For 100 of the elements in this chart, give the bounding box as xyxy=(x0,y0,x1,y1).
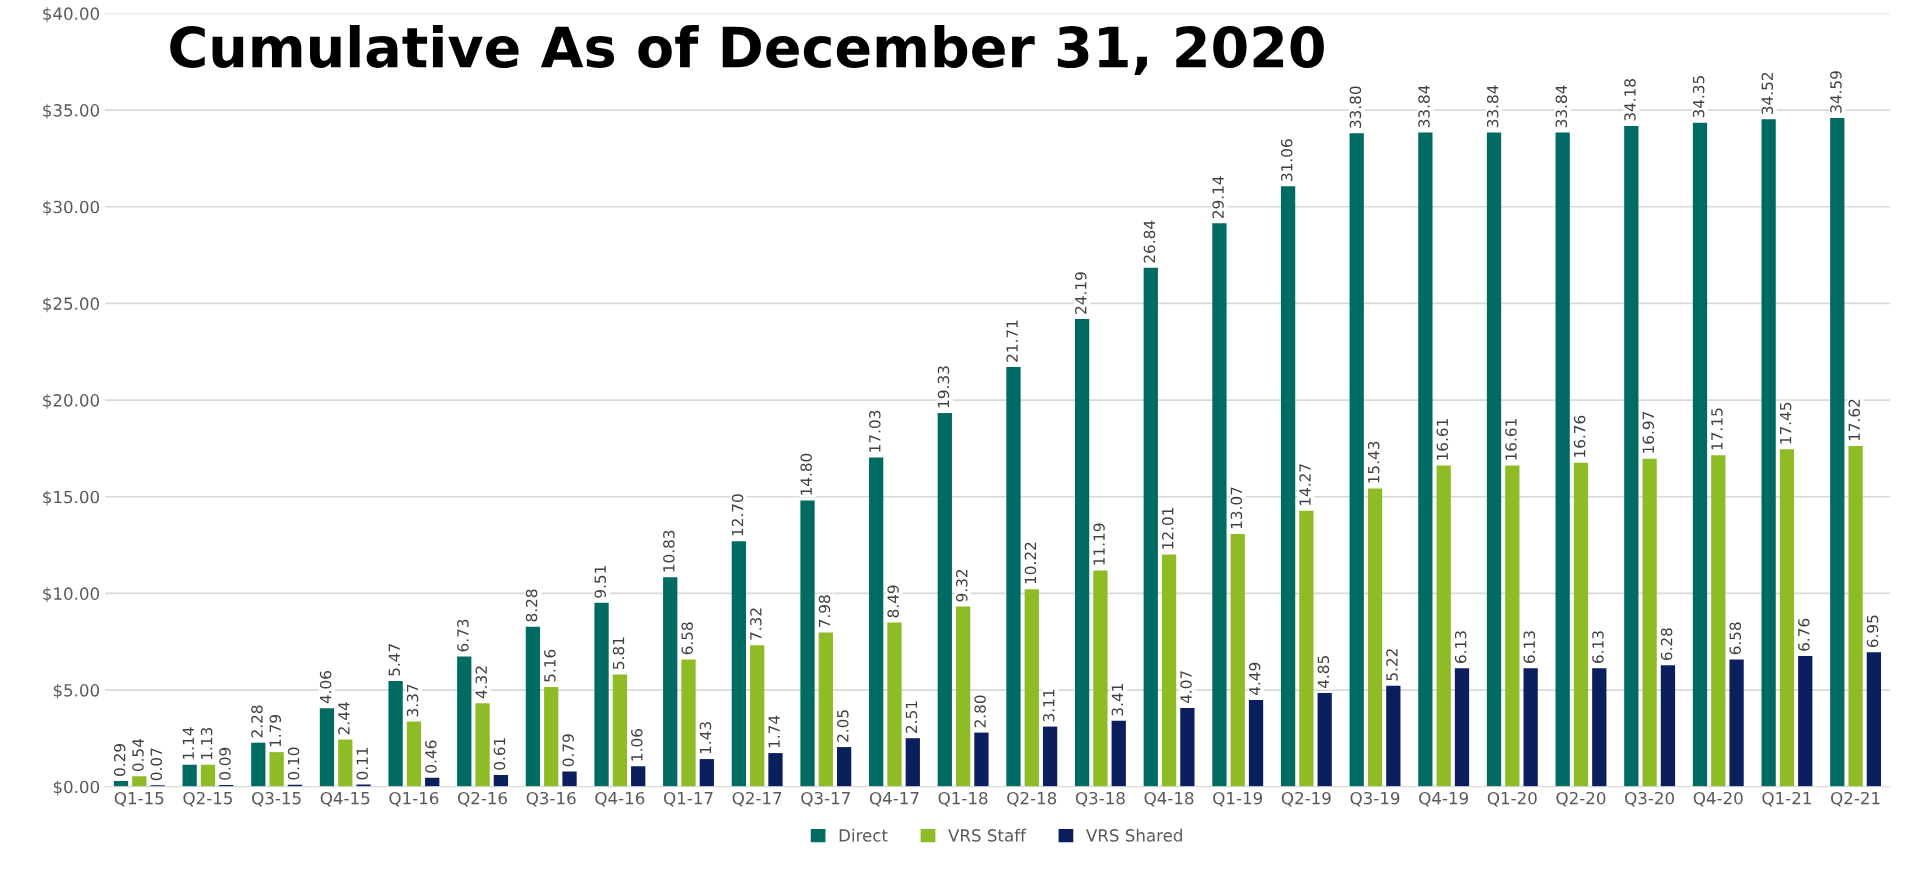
y-tick-label: $15.00 xyxy=(43,490,100,506)
x-tick-label: Q4-15 xyxy=(320,791,370,807)
data-label: 1.74 xyxy=(768,715,780,748)
x-tick-label: Q3-18 xyxy=(1075,791,1125,807)
data-label: 14.80 xyxy=(800,453,812,495)
x-tick-label: Q1-15 xyxy=(114,791,164,807)
data-label: 17.45 xyxy=(1780,402,1792,444)
x-tick-label: Q2-19 xyxy=(1281,791,1331,807)
x-tick-label: Q3-17 xyxy=(801,791,850,807)
x-tick-label: Q2-21 xyxy=(1831,791,1880,807)
x-tick-label: Q2-16 xyxy=(458,791,507,807)
x-tick-label: Q4-20 xyxy=(1693,791,1743,807)
x-tick-label: Q1-19 xyxy=(1213,791,1263,807)
x-tick-label: Q3-16 xyxy=(526,791,576,807)
data-label: 0.54 xyxy=(132,738,144,772)
data-label: 11.19 xyxy=(1093,523,1105,565)
x-tick-label: Q1-18 xyxy=(938,791,988,807)
data-label: 14.27 xyxy=(1299,464,1311,505)
x-tick-label: Q3-19 xyxy=(1350,791,1400,807)
data-label: 2.80 xyxy=(974,695,986,728)
data-label: 2.05 xyxy=(837,710,849,742)
data-label: 24.19 xyxy=(1075,272,1087,314)
legend-label: VRS Shared xyxy=(1086,828,1182,842)
data-label: 0.09 xyxy=(219,747,231,780)
data-label: 5.81 xyxy=(612,637,625,670)
data-label: 8.28 xyxy=(525,589,538,622)
data-label: 16.76 xyxy=(1573,415,1586,457)
data-label: 0.79 xyxy=(562,734,574,767)
y-tick-label: $35.00 xyxy=(43,103,100,119)
data-label: 16.61 xyxy=(1436,419,1449,460)
data-label: 34.52 xyxy=(1761,72,1774,115)
data-label: 6.13 xyxy=(1592,631,1604,663)
x-tick-label: Q1-16 xyxy=(389,791,439,807)
data-label: 6.73 xyxy=(457,619,469,652)
data-label: 33.80 xyxy=(1349,86,1362,128)
data-label: 33.84 xyxy=(1418,85,1430,128)
data-label: 12.01 xyxy=(1161,508,1174,549)
data-label: 5.22 xyxy=(1386,649,1398,681)
data-label: 6.13 xyxy=(1523,631,1536,663)
data-label: 2.51 xyxy=(905,701,918,733)
data-label: 10.22 xyxy=(1024,542,1037,584)
data-label: 5.16 xyxy=(544,649,556,682)
x-tick-label: Q1-20 xyxy=(1487,791,1537,807)
data-label: 34.59 xyxy=(1830,71,1842,113)
data-label: 0.46 xyxy=(425,740,437,773)
data-label: 16.61 xyxy=(1505,419,1517,460)
data-label: 34.18 xyxy=(1624,79,1636,121)
data-label: 0.10 xyxy=(287,747,300,780)
y-tick-label: $20.00 xyxy=(43,393,100,409)
x-tick-label: Q4-18 xyxy=(1144,791,1194,807)
data-label: 4.32 xyxy=(475,666,488,699)
y-tick-label: $25.00 xyxy=(43,297,100,313)
data-label: 2.28 xyxy=(251,705,263,738)
x-tick-label: Q3-15 xyxy=(252,791,301,807)
legend-label: Direct xyxy=(839,828,888,842)
x-tick-label: Q4-19 xyxy=(1419,791,1468,807)
data-label: 29.14 xyxy=(1212,176,1224,219)
data-label: 3.41 xyxy=(1111,684,1124,716)
data-label: 1.06 xyxy=(631,729,643,761)
data-label: 6.58 xyxy=(681,622,693,655)
data-label: 1.13 xyxy=(200,727,213,760)
x-tick-label: Q4-16 xyxy=(595,791,645,807)
data-label: 1.14 xyxy=(182,727,194,759)
data-label: 4.85 xyxy=(1317,656,1330,689)
chart-title: Cumulative As of December 31, 2020 xyxy=(170,25,1324,76)
data-label: 7.32 xyxy=(750,608,762,640)
x-tick-label: Q4-17 xyxy=(869,791,919,807)
data-label: 6.58 xyxy=(1729,622,1742,655)
data-label: 3.11 xyxy=(1042,689,1055,722)
data-label: 0.61 xyxy=(493,738,506,770)
y-tick-label: $40.00 xyxy=(43,7,100,23)
data-label: 4.49 xyxy=(1248,662,1261,695)
data-label: 6.95 xyxy=(1866,615,1879,648)
y-tick-label: $30.00 xyxy=(43,200,100,216)
data-label: 6.13 xyxy=(1454,631,1467,663)
data-label: 15.43 xyxy=(1367,441,1380,483)
data-label: 26.84 xyxy=(1143,220,1156,263)
x-tick-label: Q1-21 xyxy=(1762,791,1811,807)
data-label: 6.28 xyxy=(1660,628,1673,661)
data-label: 33.84 xyxy=(1555,85,1568,128)
data-label: 0.29 xyxy=(113,744,126,776)
data-label: 7.98 xyxy=(818,595,831,628)
data-label: 4.06 xyxy=(319,671,332,704)
x-tick-label: Q2-17 xyxy=(732,791,782,807)
data-label: 0.07 xyxy=(150,748,163,781)
x-tick-label: Q3-20 xyxy=(1625,791,1674,807)
data-label: 2.44 xyxy=(338,702,350,735)
data-label: 1.43 xyxy=(699,722,712,754)
data-label: 31.06 xyxy=(1280,139,1293,181)
x-tick-label: Q2-20 xyxy=(1556,791,1606,807)
y-tick-label: $0.00 xyxy=(53,780,100,796)
data-label: 33.84 xyxy=(1486,85,1499,128)
data-label: 21.71 xyxy=(1006,320,1018,362)
data-label: 9.51 xyxy=(594,566,606,598)
x-tick-label: Q1-17 xyxy=(663,791,713,807)
data-label: 12.70 xyxy=(731,494,744,536)
x-tick-label: Q2-18 xyxy=(1007,791,1057,807)
data-label: 34.35 xyxy=(1692,76,1705,118)
legend-label: VRS Staff xyxy=(948,828,1027,842)
x-tick-label: Q2-15 xyxy=(183,791,232,807)
